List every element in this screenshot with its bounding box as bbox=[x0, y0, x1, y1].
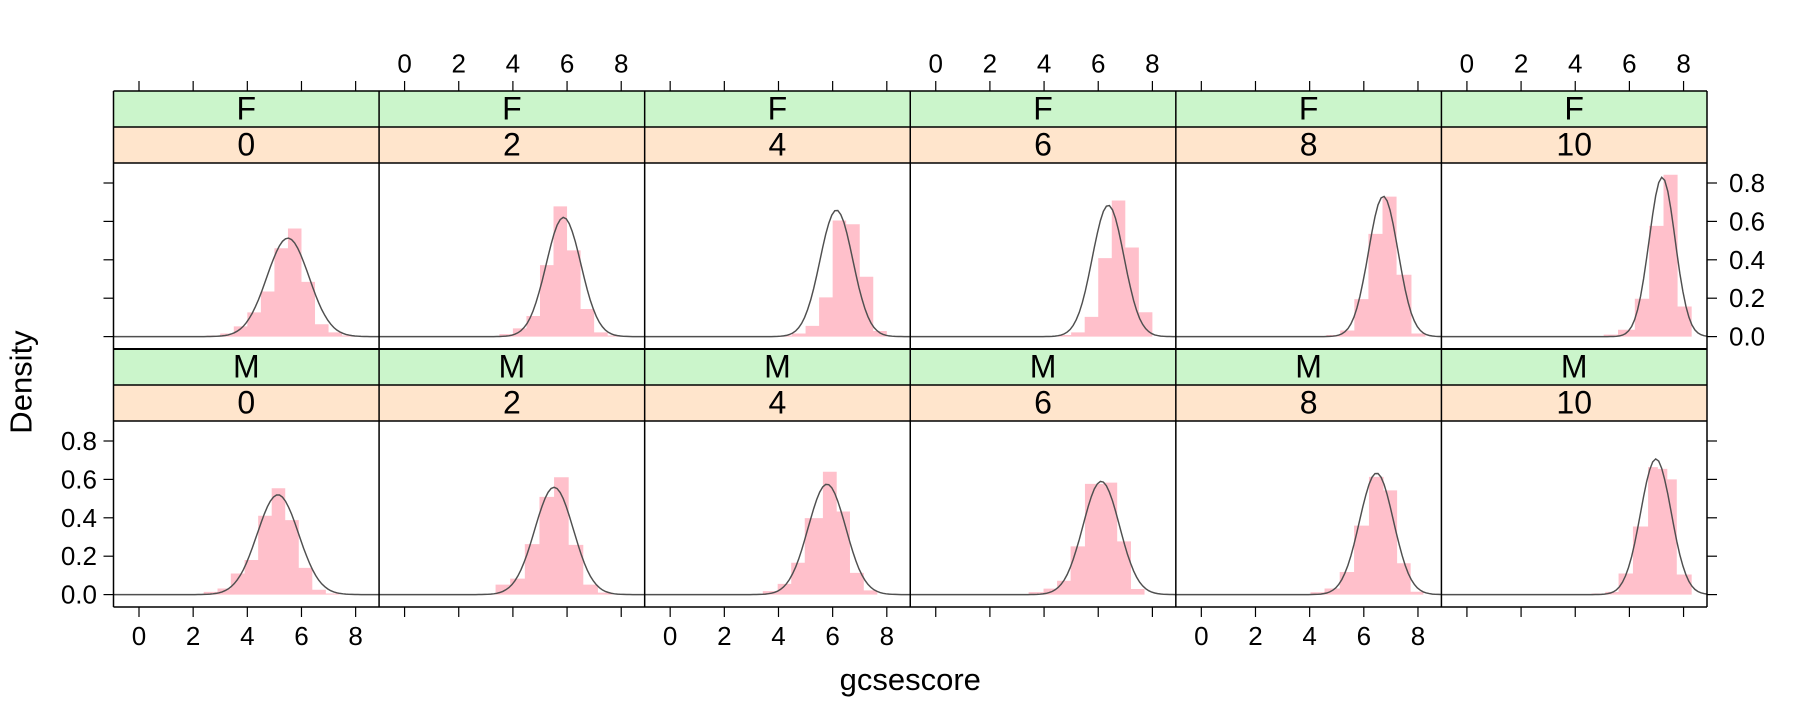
svg-text:2: 2 bbox=[186, 621, 200, 651]
svg-text:0: 0 bbox=[237, 385, 255, 421]
svg-text:0.0: 0.0 bbox=[61, 580, 97, 610]
svg-text:2: 2 bbox=[503, 127, 521, 163]
svg-text:0: 0 bbox=[237, 127, 255, 163]
svg-text:F: F bbox=[1299, 91, 1319, 127]
svg-text:8: 8 bbox=[1411, 621, 1425, 651]
svg-text:4: 4 bbox=[769, 385, 787, 421]
svg-text:4: 4 bbox=[1037, 49, 1051, 79]
svg-text:M: M bbox=[764, 349, 791, 385]
svg-text:8: 8 bbox=[1145, 49, 1159, 79]
svg-text:0.2: 0.2 bbox=[1729, 283, 1765, 313]
svg-text:0.8: 0.8 bbox=[61, 426, 97, 456]
svg-text:2: 2 bbox=[717, 621, 731, 651]
svg-text:4: 4 bbox=[1568, 49, 1582, 79]
svg-text:4: 4 bbox=[1302, 621, 1316, 651]
svg-text:F: F bbox=[1033, 91, 1053, 127]
svg-text:2: 2 bbox=[452, 49, 466, 79]
svg-text:0.6: 0.6 bbox=[61, 464, 97, 494]
svg-text:0: 0 bbox=[663, 621, 677, 651]
svg-text:Density: Density bbox=[4, 330, 39, 434]
svg-text:8: 8 bbox=[880, 621, 894, 651]
svg-text:0: 0 bbox=[1194, 621, 1208, 651]
svg-text:0.0: 0.0 bbox=[1729, 322, 1765, 352]
svg-text:10: 10 bbox=[1556, 127, 1592, 163]
svg-text:M: M bbox=[233, 349, 260, 385]
svg-text:M: M bbox=[1295, 349, 1322, 385]
svg-text:0.4: 0.4 bbox=[1729, 245, 1765, 275]
svg-text:2: 2 bbox=[983, 49, 997, 79]
svg-text:8: 8 bbox=[1300, 385, 1318, 421]
svg-text:2: 2 bbox=[1248, 621, 1262, 651]
svg-text:4: 4 bbox=[769, 127, 787, 163]
svg-text:0.6: 0.6 bbox=[1729, 206, 1765, 236]
svg-text:M: M bbox=[1561, 349, 1588, 385]
svg-text:0.4: 0.4 bbox=[61, 503, 97, 533]
svg-text:6: 6 bbox=[1034, 127, 1052, 163]
svg-text:6: 6 bbox=[1622, 49, 1636, 79]
svg-text:6: 6 bbox=[1357, 621, 1371, 651]
svg-text:4: 4 bbox=[771, 621, 785, 651]
svg-text:6: 6 bbox=[294, 621, 308, 651]
svg-text:6: 6 bbox=[1091, 49, 1105, 79]
svg-text:2: 2 bbox=[1514, 49, 1528, 79]
svg-text:4: 4 bbox=[506, 49, 520, 79]
svg-text:6: 6 bbox=[560, 49, 574, 79]
svg-text:0: 0 bbox=[397, 49, 411, 79]
svg-text:10: 10 bbox=[1556, 385, 1592, 421]
svg-text:0: 0 bbox=[1460, 49, 1474, 79]
svg-text:0.2: 0.2 bbox=[61, 541, 97, 571]
svg-text:F: F bbox=[768, 91, 788, 127]
svg-text:gcsescore: gcsescore bbox=[840, 662, 981, 697]
svg-text:F: F bbox=[237, 91, 257, 127]
svg-text:6: 6 bbox=[825, 621, 839, 651]
svg-text:8: 8 bbox=[1676, 49, 1690, 79]
svg-text:2: 2 bbox=[503, 385, 521, 421]
svg-text:8: 8 bbox=[614, 49, 628, 79]
svg-text:F: F bbox=[1564, 91, 1584, 127]
svg-text:M: M bbox=[499, 349, 526, 385]
svg-text:0: 0 bbox=[132, 621, 146, 651]
svg-text:0.8: 0.8 bbox=[1729, 168, 1765, 198]
svg-text:M: M bbox=[1030, 349, 1057, 385]
svg-text:8: 8 bbox=[1300, 127, 1318, 163]
svg-text:6: 6 bbox=[1034, 385, 1052, 421]
svg-text:8: 8 bbox=[348, 621, 362, 651]
svg-text:4: 4 bbox=[240, 621, 254, 651]
svg-text:0: 0 bbox=[929, 49, 943, 79]
svg-text:F: F bbox=[502, 91, 522, 127]
